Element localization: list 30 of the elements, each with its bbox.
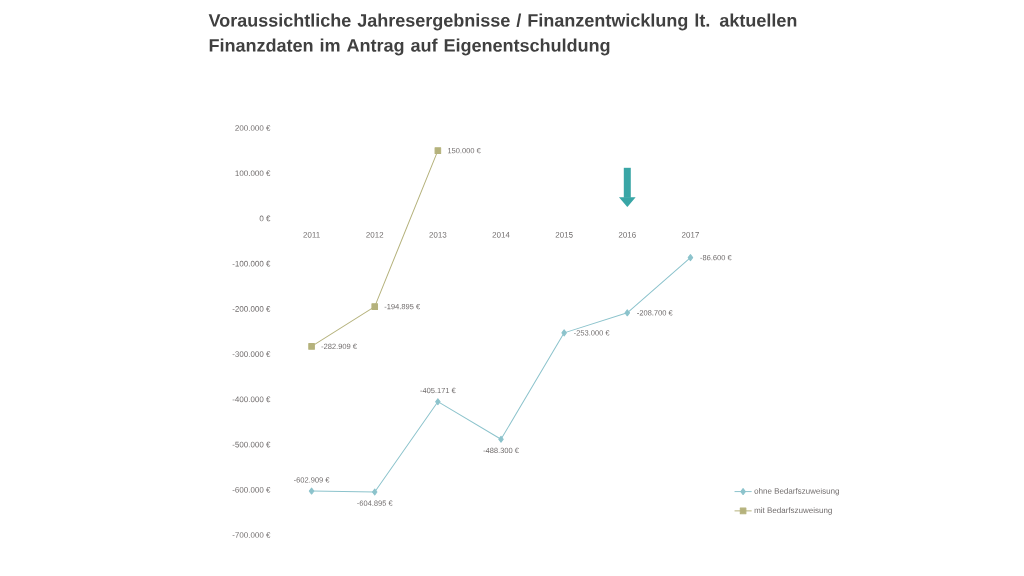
point (308, 487, 315, 495)
chart-title: Voraussichtliche Jahresergebnisse / Finanzentwicklung lt. aktuellen Finanzdaten im Antrag auf Eigenentschuldung (208, 13, 797, 56)
x-tick-label: 2016 (618, 231, 636, 238)
point (371, 303, 379, 310)
point (435, 398, 441, 406)
y-tick-label: 0 € (259, 215, 271, 222)
point (687, 254, 694, 262)
legend-label: mit Bedarfszuweisung (754, 507, 832, 515)
point (308, 343, 315, 350)
y-tick-label: 200.000 € (235, 125, 271, 131)
point (371, 488, 378, 496)
y-tick-label: -200.000 € (232, 306, 271, 312)
y-tick-label: -700.000 € (232, 532, 271, 538)
y-tick-label: -100.000 € (232, 260, 271, 267)
x-tick-label: 2015 (555, 231, 573, 238)
x-tick-label: 2011 (303, 231, 320, 238)
y-tick-label: -600.000 € (232, 486, 271, 493)
point (561, 329, 567, 337)
point (498, 435, 504, 443)
y-tick-label: -400.000 € (232, 396, 271, 403)
x-tick-label: 2013 (429, 231, 447, 238)
x-tick-label: 2014 (492, 231, 510, 238)
point (624, 309, 631, 317)
legend-label: ohne Bedarfszuweisung (754, 487, 839, 496)
y-tick-label: 100.000 € (235, 170, 271, 177)
x-tick-label: 2012 (366, 231, 384, 238)
y-tick-label: -300.000 € (232, 351, 271, 357)
y-tick-label: -500.000 € (232, 441, 271, 448)
point (434, 147, 442, 154)
x-tick-label: 2017 (681, 231, 699, 238)
